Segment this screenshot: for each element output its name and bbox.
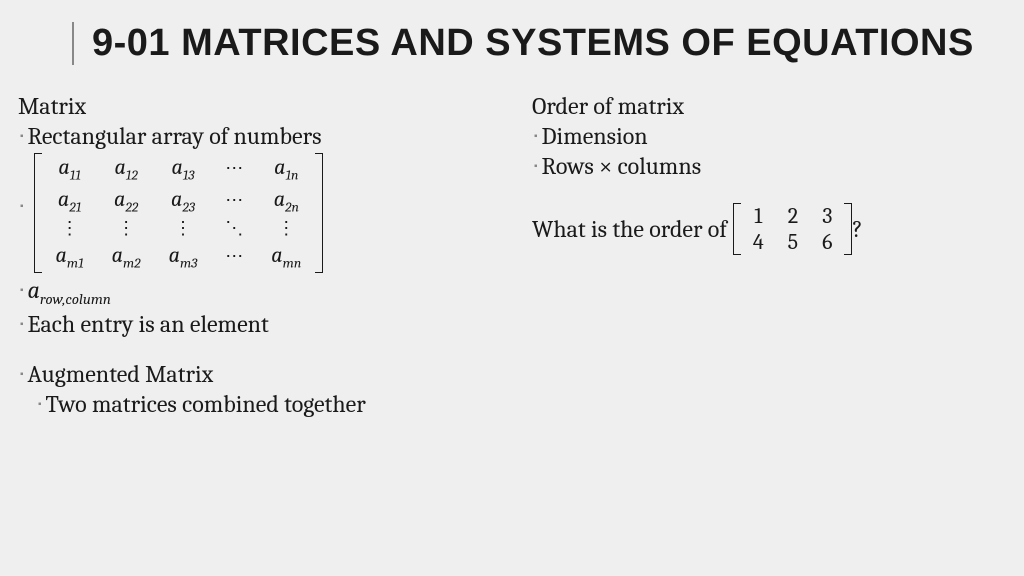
question-matrix: 123456 bbox=[733, 203, 853, 255]
bullet-icon: ▪ bbox=[20, 359, 24, 389]
bullet-icon: ▪ bbox=[20, 151, 24, 261]
right-bullet-rows-columns: ▪ Rows × columns bbox=[532, 151, 1006, 181]
generic-matrix: a11a12a13⋯a1na21a22a23⋯a2n⋮⋮⋮⋱⋮am1am2am3… bbox=[34, 153, 324, 273]
bullet-icon: ▪ bbox=[20, 121, 24, 151]
title-row: 9-01 MATRICES AND SYSTEMS OF EQUATIONS bbox=[0, 0, 1024, 79]
bullet-icon: ▪ bbox=[534, 121, 538, 151]
left-bullet-combined: ▪ Two matrices combined together bbox=[18, 389, 492, 419]
question-text-post: ? bbox=[852, 215, 862, 243]
left-bullet-augmented: ▪ Augmented Matrix bbox=[18, 359, 492, 389]
left-bullet-element: ▪ Each entry is an element bbox=[18, 309, 492, 339]
bullet-icon: ▪ bbox=[38, 389, 42, 419]
title-accent-bar bbox=[72, 22, 74, 65]
content-columns: Matrix ▪ Rectangular array of numbers ▪ … bbox=[0, 79, 1024, 419]
page-title: 9-01 MATRICES AND SYSTEMS OF EQUATIONS bbox=[92, 22, 974, 65]
bullet-icon: ▪ bbox=[20, 309, 24, 339]
bullet-icon: ▪ bbox=[20, 275, 24, 305]
bullet-icon: ▪ bbox=[534, 151, 538, 181]
left-column: Matrix ▪ Rectangular array of numbers ▪ … bbox=[18, 91, 502, 419]
order-question: What is the order of 123456 ? bbox=[532, 201, 1006, 257]
question-text-pre: What is the order of bbox=[532, 215, 727, 243]
right-column: Order of matrix ▪ Dimension ▪ Rows × col… bbox=[502, 91, 1006, 419]
right-heading: Order of matrix bbox=[532, 91, 1006, 121]
right-bullet-dimension: ▪ Dimension bbox=[532, 121, 1006, 151]
left-bullet-rectangular: ▪ Rectangular array of numbers bbox=[18, 121, 492, 151]
left-bullet-matrix: ▪ a11a12a13⋯a1na21a22a23⋯a2n⋮⋮⋮⋱⋮am1am2a… bbox=[18, 151, 492, 275]
left-heading: Matrix bbox=[18, 91, 492, 121]
left-bullet-subscript-notation: ▪ arow,column bbox=[18, 275, 492, 309]
